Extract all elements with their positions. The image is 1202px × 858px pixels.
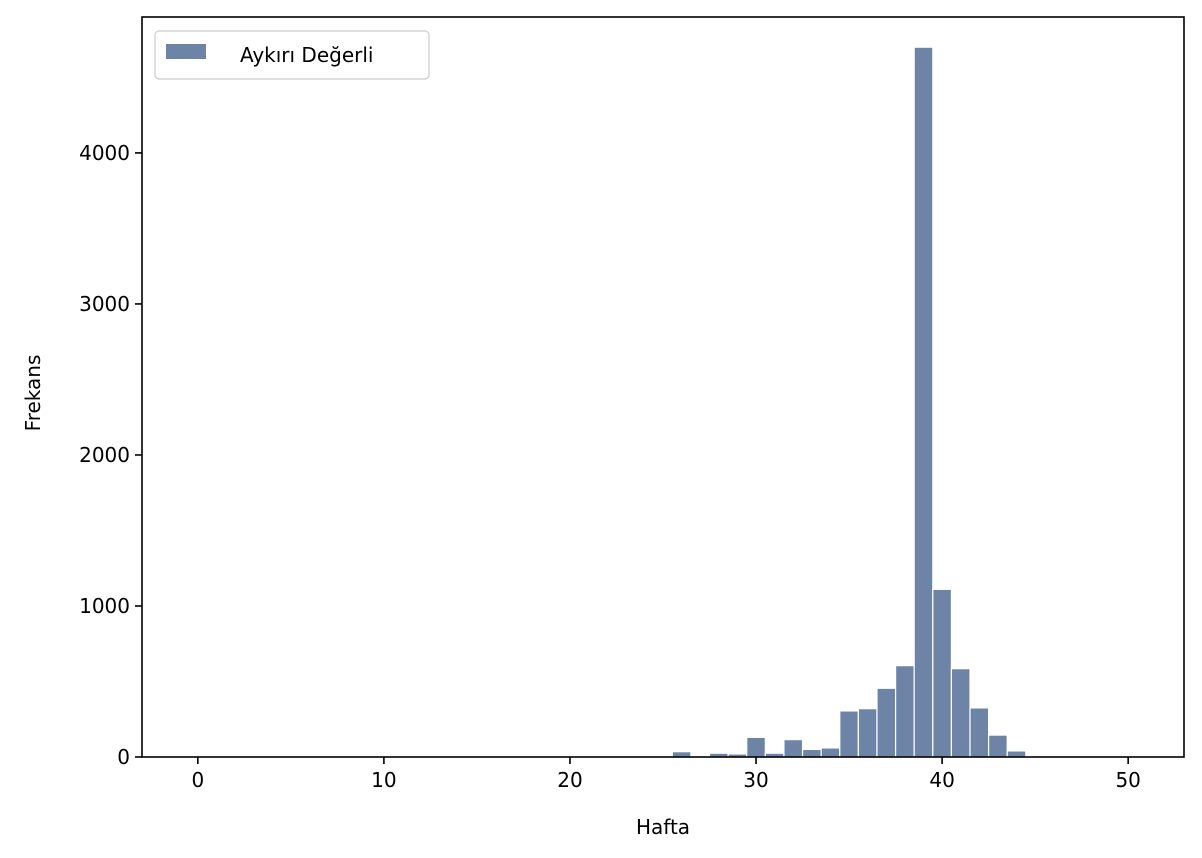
legend-box (154, 30, 430, 80)
histogram-bar (820, 747, 841, 758)
histogram-bar (746, 736, 766, 758)
x-axis-ticks: 0 10 20 30 40 50 (191, 757, 1141, 792)
histogram-bar (894, 665, 915, 758)
y-tick-label: 4000 (79, 141, 130, 165)
histogram-bar (950, 668, 971, 758)
y-tick-label: 3000 (79, 292, 130, 316)
histogram-bar (1006, 750, 1027, 758)
histogram-bar (801, 748, 822, 758)
legend-swatch (166, 44, 206, 59)
histogram-bar (969, 707, 990, 758)
histogram-bar (988, 734, 1008, 758)
histogram-bar (857, 708, 878, 758)
x-axis-label: Hafta (636, 815, 690, 839)
histogram-bar (839, 710, 859, 758)
x-tick-label: 10 (371, 768, 396, 792)
x-tick-label: 40 (929, 768, 954, 792)
histogram-bar (932, 588, 953, 758)
y-tick-label: 0 (117, 745, 130, 769)
y-axis-ticks: 0 1000 2000 3000 4000 (79, 141, 142, 769)
x-tick-label: 20 (557, 768, 582, 792)
histogram-bar (913, 46, 934, 758)
x-tick-label: 0 (191, 768, 204, 792)
histogram-bar (783, 739, 804, 758)
x-tick-label: 50 (1115, 768, 1140, 792)
y-axis-label: Frekans (21, 355, 45, 432)
legend: Aykırı Değerli (154, 30, 430, 80)
histogram-bar (876, 687, 897, 758)
x-tick-label: 30 (743, 768, 768, 792)
y-tick-label: 1000 (79, 594, 130, 618)
legend-label: Aykırı Değerli (240, 43, 373, 67)
plot-frame (141, 16, 1185, 758)
y-tick-label: 2000 (79, 443, 130, 467)
